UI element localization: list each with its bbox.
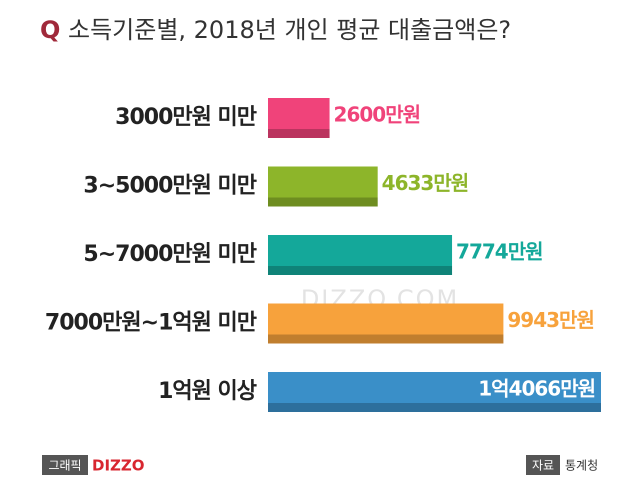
- category-label: 3~5000만원 미만: [83, 174, 256, 199]
- value-label: 4633만원: [382, 171, 468, 195]
- bar-shadow: [268, 334, 504, 344]
- bar-shadow: [268, 129, 330, 138]
- value-label: 9943만원: [507, 308, 593, 332]
- source-tag-box: [526, 455, 560, 475]
- category-label: 1억원 이상: [158, 379, 257, 404]
- title-prefix: Q: [40, 16, 60, 44]
- graphic-tag: 그래픽: [48, 459, 81, 473]
- graphic-tag-box: [42, 455, 88, 475]
- source-tag: 자료: [532, 459, 554, 473]
- value-label: 7774만원: [456, 240, 542, 264]
- bar: [268, 166, 378, 207]
- bar-shadow: [268, 266, 453, 275]
- value-label: 1억4066만원: [478, 377, 595, 401]
- category-label: 5~7000만원 미만: [83, 242, 256, 267]
- category-label: 3000만원 미만: [115, 105, 257, 130]
- category-label: 7000만원~1억원 미만: [45, 311, 257, 336]
- bar: [268, 98, 330, 138]
- bar: [268, 303, 504, 344]
- bar: [268, 372, 601, 412]
- bar: [268, 235, 453, 275]
- source: 통계청: [565, 459, 598, 473]
- brand: DIZZO: [92, 457, 145, 475]
- value-label: 2600만원: [334, 103, 420, 127]
- chart-title: 소득기준별, 2018년 개인 평균 대출금액은?: [68, 16, 511, 44]
- bar-shadow: [268, 403, 601, 412]
- bar-shadow: [268, 197, 378, 207]
